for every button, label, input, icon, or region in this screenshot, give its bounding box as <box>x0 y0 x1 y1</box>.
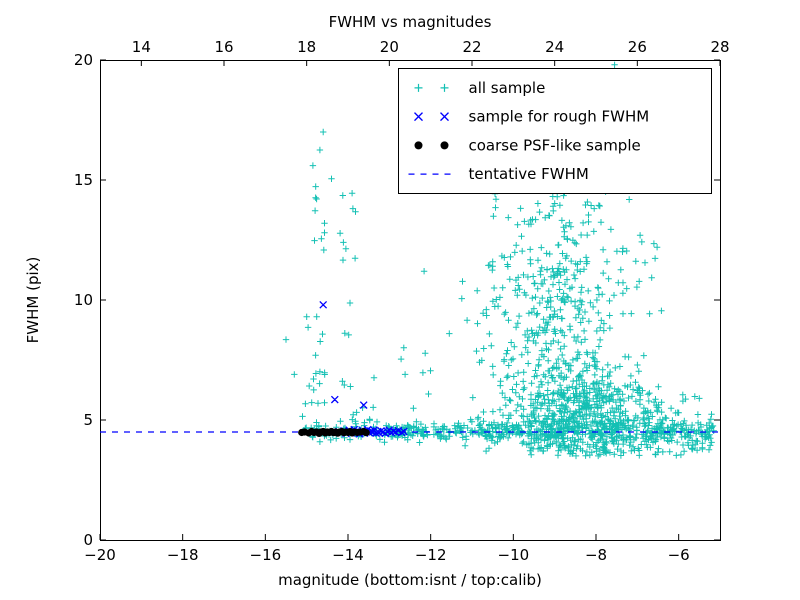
x-tick-label: −12 <box>415 546 447 564</box>
chart-title: FWHM vs magnitudes <box>329 13 492 31</box>
x-tick-label: −16 <box>250 546 282 564</box>
series-psf-like <box>298 427 370 437</box>
y-tick-label: 20 <box>74 51 93 69</box>
x-tick-label: −14 <box>332 546 364 564</box>
legend-label: coarse PSF-like sample <box>469 136 641 154</box>
top-tick-label: 28 <box>710 38 729 56</box>
y-axis: 0 5 10 15 20 <box>74 51 720 549</box>
top-tick-label: 20 <box>380 38 399 56</box>
legend-plus-marker <box>440 83 449 92</box>
x-axis-bottom: −20 −18 −16 −14 −12 −10 −8 −6 <box>84 534 690 564</box>
legend: all sample sample for rough FWHM coarse PS… <box>398 68 712 194</box>
legend-entry: all sample <box>414 79 546 97</box>
legend-entry: sample for rough FWHM <box>414 108 650 126</box>
top-tick-label: 22 <box>462 38 481 56</box>
legend-dot-marker <box>440 141 449 150</box>
psf-like-point <box>362 429 370 437</box>
legend-x-marker <box>440 112 449 122</box>
x-axis-label: magnitude (bottom:isnt / top:calib) <box>278 571 542 589</box>
x-tick-label: −20 <box>84 546 116 564</box>
y-tick-label: 15 <box>74 171 93 189</box>
legend-label: tentative FWHM <box>469 165 589 183</box>
top-tick-label: 24 <box>545 38 564 56</box>
x-tick-label: −8 <box>585 546 607 564</box>
legend-plus-marker <box>414 83 423 92</box>
top-tick-label: 18 <box>297 38 316 56</box>
y-axis-label: FWHM (pix) <box>24 257 42 344</box>
legend-dot-marker <box>414 141 423 150</box>
y-tick-label: 10 <box>74 291 93 309</box>
top-tick-label: 26 <box>628 38 647 56</box>
labels: FWHM vs magnitudes magnitude (bottom:isnt… <box>24 13 542 589</box>
legend-entry: coarse PSF-like sample <box>414 136 641 154</box>
x-tick-label: −18 <box>167 546 199 564</box>
legend-label: sample for rough FWHM <box>469 108 650 126</box>
legend-entry: tentative FWHM <box>408 165 589 183</box>
top-tick-label: 16 <box>214 38 233 56</box>
legend-box <box>398 68 712 194</box>
x-tick-label: −6 <box>668 546 690 564</box>
x-axis-top: 14 16 18 20 22 24 26 28 <box>132 38 730 66</box>
legend-x-marker <box>414 112 423 122</box>
x-tick-label: −10 <box>498 546 530 564</box>
top-tick-label: 14 <box>132 38 151 56</box>
y-tick-label: 5 <box>83 411 93 429</box>
y-tick-label: 0 <box>83 531 93 549</box>
legend-label: all sample <box>469 79 546 97</box>
